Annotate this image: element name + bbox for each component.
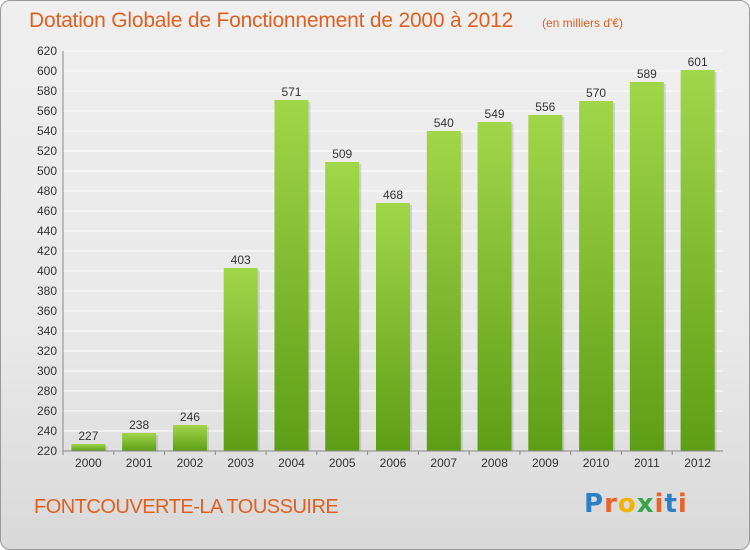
y-tick-label: 400 xyxy=(37,264,57,278)
data-label: 227 xyxy=(78,429,98,443)
y-tick-label: 560 xyxy=(37,104,57,118)
y-tick-label: 340 xyxy=(37,324,57,338)
y-tick-label: 320 xyxy=(37,344,57,358)
y-tick-label: 260 xyxy=(37,404,57,418)
x-tick-label: 2009 xyxy=(532,456,559,470)
y-tick-label: 500 xyxy=(37,164,57,178)
bar-2007 xyxy=(426,131,461,451)
y-tick-label: 480 xyxy=(37,184,57,198)
y-tick-label: 540 xyxy=(37,124,57,138)
x-tick-label: 2003 xyxy=(227,456,254,470)
y-tick-label: 620 xyxy=(37,44,57,58)
y-tick-label: 360 xyxy=(37,304,57,318)
x-tick-label: 2011 xyxy=(634,456,660,470)
data-label: 468 xyxy=(383,188,403,202)
y-tick-label: 440 xyxy=(37,224,57,238)
x-tick-label: 2006 xyxy=(380,456,407,470)
x-tick-label: 2008 xyxy=(481,456,508,470)
x-tick-label: 2007 xyxy=(430,456,457,470)
bar-2002 xyxy=(172,425,207,451)
bar-2012 xyxy=(680,70,715,451)
data-label: 238 xyxy=(129,418,149,432)
data-label: 601 xyxy=(688,55,708,69)
y-tick-label: 520 xyxy=(37,144,57,158)
y-tick-label: 280 xyxy=(37,384,57,398)
chart-unit-note: (en milliers d'€) xyxy=(542,16,623,30)
y-tick-label: 380 xyxy=(37,284,57,298)
y-tick-label: 580 xyxy=(37,84,57,98)
data-label: 570 xyxy=(586,86,606,100)
x-tick-label: 2004 xyxy=(278,456,305,470)
data-label: 509 xyxy=(332,147,352,161)
x-tick-label: 2010 xyxy=(583,456,610,470)
bar-2011 xyxy=(629,82,664,451)
y-tick-label: 420 xyxy=(37,244,57,258)
y-tick-label: 300 xyxy=(37,364,57,378)
bar-2008 xyxy=(477,122,512,451)
x-tick-label: 2002 xyxy=(177,456,204,470)
bar-2000 xyxy=(71,444,106,451)
data-label: 403 xyxy=(231,253,251,267)
x-tick-label: 2001 xyxy=(126,456,153,470)
x-tick-label: 2005 xyxy=(329,456,356,470)
commune-name: FONTCOUVERTE-LA TOUSSUIRE xyxy=(34,496,339,518)
data-label: 540 xyxy=(434,116,454,130)
chart-title: Dotation Globale de Fonctionnement de 20… xyxy=(29,9,514,32)
y-tick-label: 460 xyxy=(37,204,57,218)
proxiti-logo[interactable]: Proxiti xyxy=(584,489,688,519)
x-tick-label: 2000 xyxy=(75,456,102,470)
y-tick-label: 600 xyxy=(37,64,57,78)
bar-2003 xyxy=(223,268,258,451)
bar-2010 xyxy=(579,101,614,451)
data-label: 589 xyxy=(637,67,657,81)
bar-2006 xyxy=(376,203,410,451)
data-label: 571 xyxy=(281,85,301,99)
data-label: 556 xyxy=(535,100,555,114)
data-label: 246 xyxy=(180,410,200,424)
bar-2004 xyxy=(274,100,309,451)
data-label: 549 xyxy=(485,107,505,121)
bar-2009 xyxy=(528,115,563,451)
x-tick-label: 2012 xyxy=(684,456,711,470)
bar-2005 xyxy=(325,162,360,451)
y-tick-label: 240 xyxy=(37,424,57,438)
y-tick-label: 220 xyxy=(37,444,57,458)
bar-2001 xyxy=(122,433,157,451)
